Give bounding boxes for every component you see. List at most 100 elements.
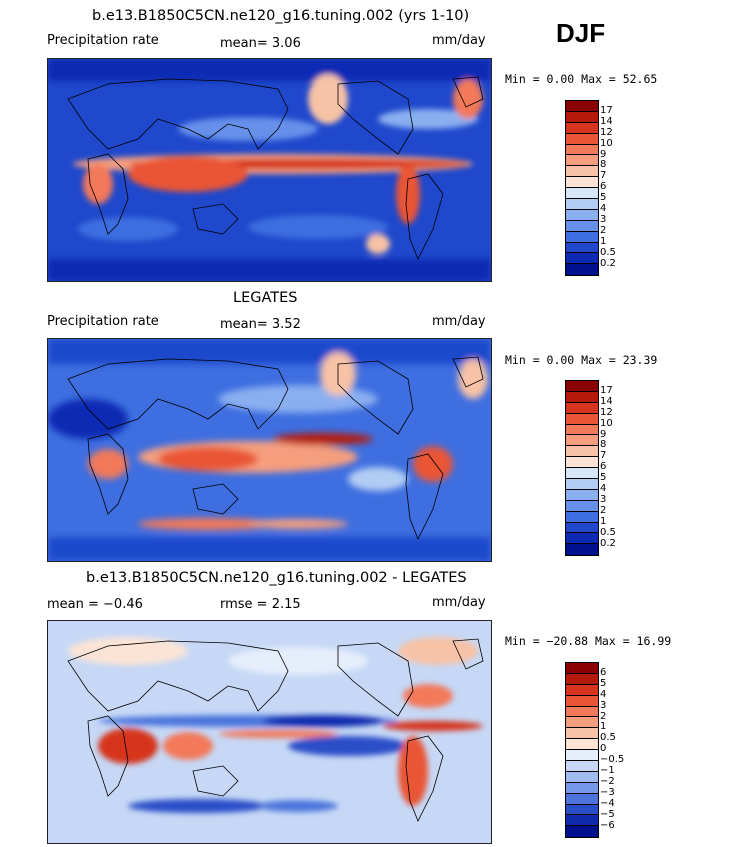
colorbar-tick-label: 4 — [600, 483, 607, 494]
colorbar-swatch — [566, 413, 598, 425]
colorbar-swatch — [566, 402, 598, 414]
colorbar-tick-label: 7 — [600, 170, 607, 182]
colorbar-swatch — [566, 144, 598, 156]
colorbar-swatch — [566, 446, 598, 458]
units-label: mm/day — [432, 314, 486, 329]
colorbar-tick-label: −3 — [600, 786, 615, 798]
colorbar-swatch — [566, 220, 598, 232]
colorbar-swatch — [566, 804, 598, 816]
map-field — [48, 621, 491, 843]
units-label: mm/day — [432, 595, 486, 610]
colorbar-tick-label: 10 — [600, 137, 613, 149]
colorbar-tick-label: 5 — [600, 192, 607, 204]
colorbar-swatch — [566, 264, 598, 276]
colorbar-swatch — [566, 489, 598, 501]
colorbar-swatch — [566, 111, 598, 123]
colorbar-swatch — [566, 424, 598, 436]
colorbar-swatch — [566, 199, 598, 210]
colorbar-tick-label: 1 — [600, 721, 607, 733]
map-field — [48, 59, 491, 281]
colorbar-tick-label: −0.5 — [600, 754, 625, 766]
colorbar-swatch — [566, 209, 598, 221]
colorbar-tick-label: 12 — [600, 126, 613, 138]
colorbar-tick-label: −5 — [600, 808, 615, 820]
mean-label: mean= 3.06 — [220, 36, 301, 51]
colorbar — [565, 100, 599, 277]
colorbar-swatch — [566, 793, 598, 805]
colorbar-tick-label: 0.2 — [600, 537, 616, 549]
colorbar-tick-label: 9 — [600, 148, 607, 160]
colorbar-tick-label: 8 — [600, 439, 607, 451]
colorbar-swatch — [566, 500, 598, 512]
colorbar-tick-label: 17 — [600, 104, 613, 116]
colorbar-swatch — [566, 826, 598, 838]
colorbar-swatch — [566, 717, 598, 729]
min-max-label: Min = 0.00 Max = 23.39 — [505, 353, 658, 367]
colorbar-swatch — [566, 155, 598, 167]
colorbar-tick-label: 14 — [600, 395, 613, 407]
colorbar-swatch — [566, 782, 598, 794]
colorbar-tick-label: 10 — [600, 417, 613, 429]
colorbar-swatch — [566, 728, 598, 740]
colorbar-swatch — [566, 511, 598, 523]
units-label: mm/day — [432, 33, 486, 48]
colorbar-swatch — [566, 479, 598, 490]
colorbar-tick-label: 17 — [600, 384, 613, 396]
variable-label: Precipitation rate — [47, 33, 159, 48]
colorbar-swatch — [566, 231, 598, 243]
colorbar-swatch — [566, 253, 598, 265]
colorbar-swatch — [566, 457, 598, 469]
colorbar-tick-label: 1 — [600, 515, 607, 527]
colorbar-tick-label: 4 — [600, 688, 607, 700]
colorbar-swatch — [566, 468, 598, 480]
season-label: DJF — [556, 18, 606, 48]
colorbar-swatch — [566, 663, 598, 674]
colorbar-swatch — [566, 188, 598, 200]
colorbar-swatch — [566, 391, 598, 403]
colorbar-tick-label: 3 — [600, 699, 607, 711]
colorbar-swatch — [566, 750, 598, 762]
colorbar-tick-label: 12 — [600, 406, 613, 418]
colorbar-swatch — [566, 815, 598, 827]
colorbar-tick-label: 2 — [600, 504, 607, 516]
colorbar-swatch — [566, 684, 598, 696]
min-max-label: Min = −20.88 Max = 16.99 — [505, 634, 672, 648]
colorbar-tick-label: −6 — [600, 819, 615, 831]
colorbar-tick-label: 0 — [600, 743, 607, 755]
panel-title: b.e13.B1850C5CN.ne120_g16.tuning.002 - L… — [86, 570, 467, 586]
colorbar-tick-label: 14 — [600, 115, 613, 127]
panel-title: LEGATES — [233, 290, 298, 306]
colorbar — [565, 662, 599, 839]
colorbar — [565, 380, 599, 557]
colorbar-tick-label: 4 — [600, 203, 607, 214]
colorbar-swatch — [566, 242, 598, 254]
colorbar-tick-label: 0.2 — [600, 257, 616, 269]
min-max-label: Min = 0.00 Max = 52.65 — [505, 72, 658, 86]
colorbar-tick-label: 9 — [600, 428, 607, 440]
colorbar-swatch — [566, 695, 598, 707]
rmse-label: rmse = 2.15 — [220, 597, 301, 612]
colorbar-tick-label: 5 — [600, 677, 607, 689]
colorbar-swatch — [566, 522, 598, 534]
colorbar-swatch — [566, 706, 598, 718]
colorbar-tick-label: 6 — [600, 181, 607, 193]
panel-title: b.e13.B1850C5CN.ne120_g16.tuning.002 (yr… — [92, 8, 470, 24]
colorbar-tick-label: 3 — [600, 213, 607, 225]
colorbar-tick-label: −1 — [600, 765, 615, 776]
colorbar-tick-label: 3 — [600, 493, 607, 505]
colorbar-tick-label: 0.5 — [600, 526, 616, 538]
colorbar-swatch — [566, 435, 598, 447]
colorbar-tick-label: −4 — [600, 797, 615, 809]
colorbar-swatch — [566, 739, 598, 751]
colorbar-tick-label: 1 — [600, 235, 607, 247]
map-field — [48, 339, 491, 561]
colorbar-tick-label: 2 — [600, 710, 607, 722]
variable-label: Precipitation rate — [47, 314, 159, 329]
colorbar-swatch — [566, 101, 598, 112]
colorbar-tick-label: −2 — [600, 775, 615, 787]
colorbar-tick-label: 6 — [600, 461, 607, 473]
colorbar-tick-label: 2 — [600, 224, 607, 236]
colorbar-swatch — [566, 166, 598, 178]
colorbar-swatch — [566, 177, 598, 189]
mean-label: mean = −0.46 — [47, 597, 143, 612]
